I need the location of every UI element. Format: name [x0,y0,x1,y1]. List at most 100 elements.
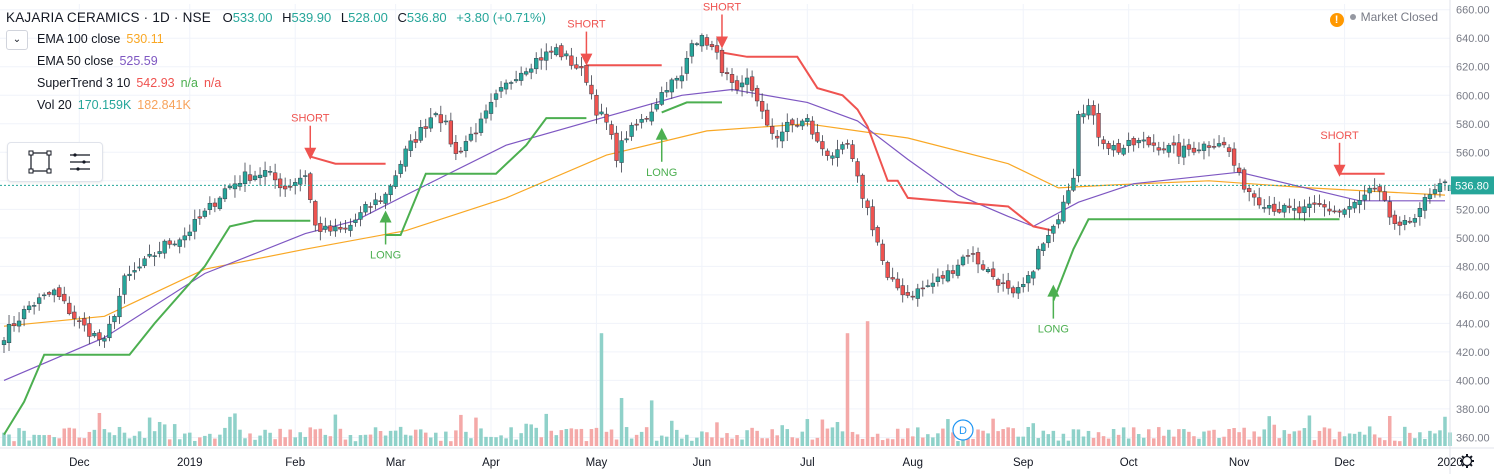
indicator-row[interactable]: SuperTrend 3 10 542.93 n/a n/a [37,76,227,90]
candle-body [559,45,564,58]
volume-bar [278,428,282,446]
volume-bar [1167,429,1171,446]
volume-bar [1217,437,1221,446]
candle-body [1066,190,1071,204]
gear-icon[interactable] [1460,454,1474,468]
candle-body [554,47,559,56]
volume-bar [634,434,639,446]
candle-body [1091,105,1096,116]
candle-body [393,175,398,187]
volume-bar [62,428,67,446]
candle-body [408,140,413,151]
y-tick-label: 660.00 [1456,5,1490,17]
indicator-row[interactable]: Vol 20 170.159K 182.841K [37,98,197,112]
candle-body [890,277,895,280]
volume-bar [895,428,900,446]
volume-bar [1197,438,1201,446]
candle-body [403,148,408,167]
volume-bar [956,441,960,446]
candle-body [714,45,720,53]
volume-bar [313,429,318,446]
volume-bar [32,434,36,446]
volume-bar [1011,428,1015,446]
candle-body [1257,197,1262,206]
candle-body [1041,243,1046,251]
x-tick-label: May [586,457,608,469]
indicator-row[interactable]: EMA 50 close 525.59 [37,54,164,68]
volume-bar [529,424,533,446]
candle-body [478,118,484,133]
volume-bar [1152,438,1156,446]
candle-body [222,188,228,200]
candle-body [770,126,775,134]
volume-bar [845,333,850,446]
candle-body [569,55,574,66]
candle-body [483,110,489,119]
select-shape-button[interactable] [26,148,54,176]
candle-body [825,150,830,156]
volume-bar [363,434,368,446]
candle-body [694,43,700,45]
volume-bar [238,429,242,446]
candle-body [609,124,614,135]
volume-bar [499,435,503,446]
high-value: 539.90 [291,10,332,25]
volume-bar [343,439,348,446]
volume-bar [218,434,222,446]
supertrend-up-segment [385,117,587,236]
candle-body [252,175,258,180]
volume-bar [649,400,654,446]
short-arrow-icon [1333,164,1346,177]
candle-body [97,332,102,340]
legend-collapse-button[interactable]: ⌄ [6,30,28,50]
candle-body [820,141,825,150]
settings-list-button[interactable] [66,148,94,176]
y-tick-label: 580.00 [1456,119,1490,131]
volume-bar [167,439,172,446]
indicator-row[interactable]: EMA 100 close 530.11 [37,32,170,46]
candle-body [112,316,117,323]
candle-body [1036,248,1041,270]
candle-body [102,338,107,342]
volume-bar [820,419,825,446]
candle-body [82,318,87,326]
volume-bar [1377,437,1382,446]
candle-body [147,253,152,257]
volume-bar [132,435,137,446]
candle-body [1021,283,1026,288]
dividend-marker[interactable] [952,419,974,441]
candle-body [579,66,584,69]
candle-body [107,323,112,339]
candle-body [624,138,629,141]
candle-body [1327,208,1332,212]
volume-bar [971,438,975,446]
long-signal-label: LONG [646,167,677,179]
candle-body [1367,187,1372,194]
volume-bar [921,437,925,446]
volume-bar [459,414,463,446]
candle-body [217,197,223,209]
candle-body [418,127,423,141]
warning-icon[interactable]: ! [1329,13,1344,27]
volume-bar [423,432,428,446]
volume-bar [544,413,549,446]
candle-body [524,71,529,75]
candle-body [805,117,810,122]
candle-body [599,111,604,115]
volume-bar [1086,430,1091,446]
volume-bar [1382,440,1387,446]
volume-bar [1001,429,1005,446]
candle-body [383,193,388,204]
volume-bar [604,431,609,446]
supertrend-line [3,51,1385,436]
candle-body [1196,149,1202,152]
volume-bar [911,436,915,446]
candle-body [122,275,127,295]
rectangle-select-icon [28,150,52,174]
volume-bar [1177,429,1181,446]
candle-body [388,185,393,196]
volume-bar [1021,436,1025,446]
indicator-value: 530.11 [126,32,164,46]
candle-body [1206,145,1212,148]
